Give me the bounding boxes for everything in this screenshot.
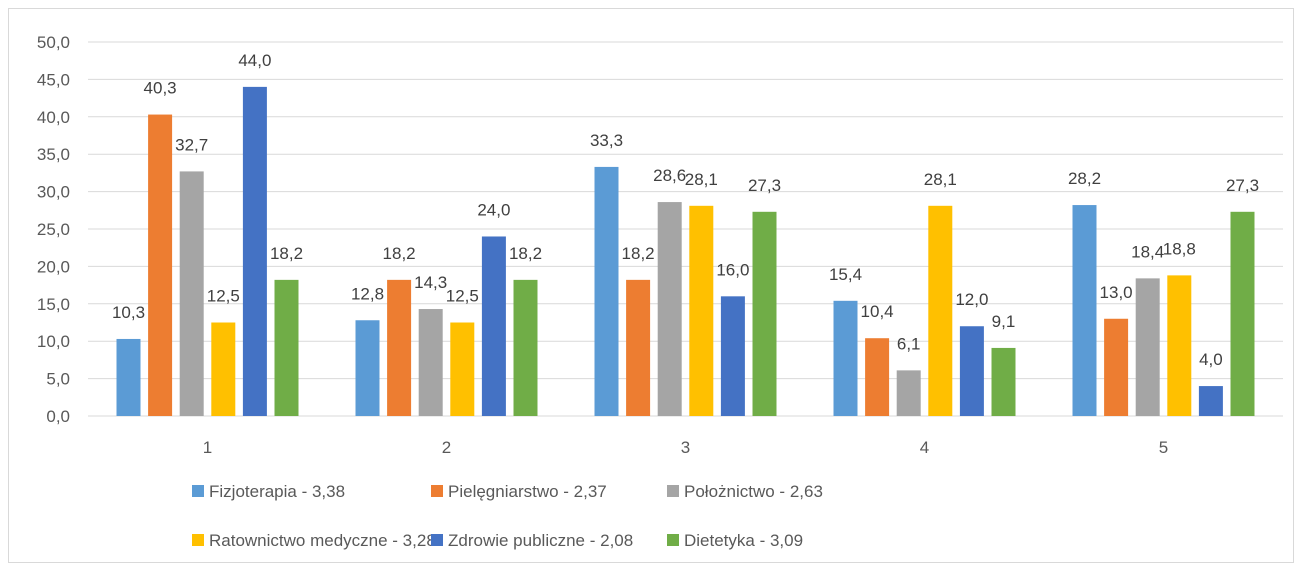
bar [1104,318,1129,416]
bar [896,370,921,416]
data-label: 27,3 [748,176,781,195]
legend-swatch [431,485,443,497]
bar [387,279,412,416]
data-label: 16,0 [716,260,749,279]
bar [594,166,619,416]
bar [1230,211,1255,416]
bar [242,86,267,416]
bar [626,279,651,416]
y-tick-label: 15,0 [37,295,70,314]
data-label: 9,1 [992,312,1016,331]
bar [833,300,858,416]
data-label: 44,0 [238,51,271,70]
bar [116,338,141,416]
bars [116,86,1255,416]
bar [928,205,953,416]
data-label: 27,3 [1226,176,1259,195]
data-label: 28,1 [685,170,718,189]
legend-swatch [667,485,679,497]
legend-swatch [431,534,443,546]
bar [1072,205,1097,416]
data-label: 18,4 [1131,242,1164,261]
data-label: 28,2 [1068,169,1101,188]
data-label: 13,0 [1100,283,1133,302]
y-tick-label: 25,0 [37,220,70,239]
bar [689,205,714,416]
data-label: 10,4 [861,302,894,321]
y-tick-label: 40,0 [37,108,70,127]
bar [418,309,443,416]
x-tick-label: 1 [203,438,212,457]
data-label: 18,2 [383,244,416,263]
legend-label: Dietetyka - 3,09 [684,531,803,550]
data-label: 12,8 [351,284,384,303]
legend-swatch [667,534,679,546]
bar [513,279,538,416]
data-label: 28,1 [924,170,957,189]
y-axis-ticks: 0,0 5,0 10,0 15,0 20,0 25,0 30,0 35,0 40,0 45,0 50… [37,33,70,426]
legend-label: Zdrowie publiczne - 2,08 [448,531,633,550]
data-label: 12,0 [955,290,988,309]
data-label: 24,0 [477,200,510,219]
y-tick-label: 20,0 [37,257,70,276]
data-label: 4,0 [1199,350,1223,369]
data-label: 10,3 [112,303,145,322]
y-tick-label: 35,0 [37,145,70,164]
bar [720,296,745,416]
bar [752,211,777,416]
data-label: 32,7 [175,135,208,154]
legend: Fizjoterapia - 3,38 Pielęgniarstwo - 2,37… [192,482,823,550]
legend-swatch [192,485,204,497]
y-tick-label: 5,0 [46,370,70,389]
bar [355,320,380,416]
bar [1198,386,1223,416]
bar [481,236,506,416]
legend-swatch [192,534,204,546]
x-tick-label: 4 [920,438,929,457]
bar [450,322,475,416]
data-label: 14,3 [414,273,447,292]
data-label: 33,3 [590,131,623,150]
data-label: 18,8 [1163,239,1196,258]
data-label: 18,2 [509,244,542,263]
bar [1135,278,1160,416]
y-tick-label: 10,0 [37,332,70,351]
y-tick-label: 45,0 [37,70,70,89]
data-label: 40,3 [144,79,177,98]
bar [865,338,890,416]
data-label: 18,2 [622,244,655,263]
bar [179,171,204,416]
x-tick-label: 2 [442,438,451,457]
x-axis-ticks: 1 2 3 4 5 [203,438,1168,457]
bar [148,114,173,416]
y-tick-label: 50,0 [37,33,70,52]
legend-label: Położnictwo - 2,63 [684,482,823,501]
x-tick-label: 5 [1159,438,1168,457]
data-label: 12,5 [207,287,240,306]
bar [657,202,682,416]
y-tick-label: 30,0 [37,183,70,202]
data-label: 28,6 [653,166,686,185]
data-labels: 10,340,332,712,544,018,212,818,214,312,5… [112,51,1259,369]
bar [991,347,1016,416]
data-label: 6,1 [897,334,921,353]
bar [274,279,299,416]
legend-label: Pielęgniarstwo - 2,37 [448,482,607,501]
gridlines [88,41,1283,417]
y-tick-label: 0,0 [46,407,70,426]
data-label: 12,5 [446,287,479,306]
data-label: 18,2 [270,244,303,263]
bar [1167,275,1192,416]
legend-label: Fizjoterapia - 3,38 [209,482,345,501]
x-tick-label: 3 [681,438,690,457]
bar [959,326,984,416]
data-label: 15,4 [829,265,862,284]
legend-label: Ratownictwo medyczne - 3,28 [209,531,436,550]
bar [211,322,236,416]
